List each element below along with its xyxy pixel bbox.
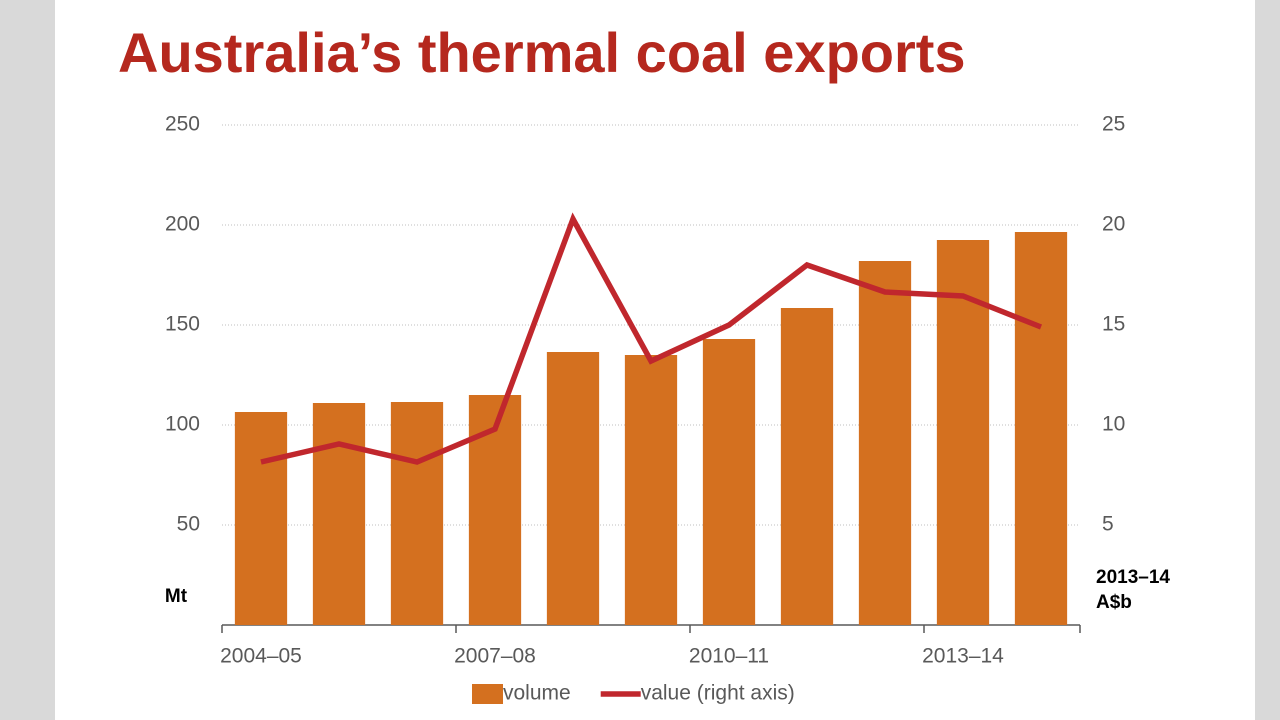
bar (1014, 232, 1068, 625)
bar (234, 412, 288, 625)
y-tick-label: 100 (165, 413, 200, 436)
x-tick-label: 2010–11 (689, 645, 769, 668)
y-tick-label: 50 (177, 513, 200, 536)
y-tick-label: 200 (165, 213, 200, 236)
line (260, 212, 1043, 465)
bar (312, 403, 366, 625)
legend-label: volume (503, 682, 571, 705)
bar (546, 352, 600, 625)
y2-tick-label: 10 (1102, 413, 1125, 436)
y-axis-label: Mt (165, 586, 188, 607)
bar (702, 339, 756, 625)
y2-tick-label: 15 (1102, 313, 1125, 336)
y-tick-label: 150 (165, 313, 200, 336)
y2-tick-label: 20 (1102, 213, 1125, 236)
chart-title: Australia’s thermal coal exports (118, 21, 966, 84)
y2-axis-label: 2013–14 (1096, 567, 1170, 588)
bar (390, 402, 444, 625)
bar (780, 308, 834, 625)
bar (858, 261, 912, 625)
y2-tick-label: 25 (1102, 113, 1125, 136)
y-tick-label: 250 (165, 113, 200, 136)
legend-label: value (right axis) (641, 682, 795, 705)
x-tick-label: 2007–08 (454, 645, 536, 668)
bar (468, 395, 522, 625)
x-tick-label: 2013–14 (922, 645, 1004, 668)
bar (624, 355, 678, 625)
y2-axis-label: A$b (1096, 592, 1132, 613)
legend-swatch (472, 684, 503, 704)
x-tick-label: 2004–05 (220, 645, 302, 668)
y2-tick-label: 5 (1102, 513, 1114, 536)
